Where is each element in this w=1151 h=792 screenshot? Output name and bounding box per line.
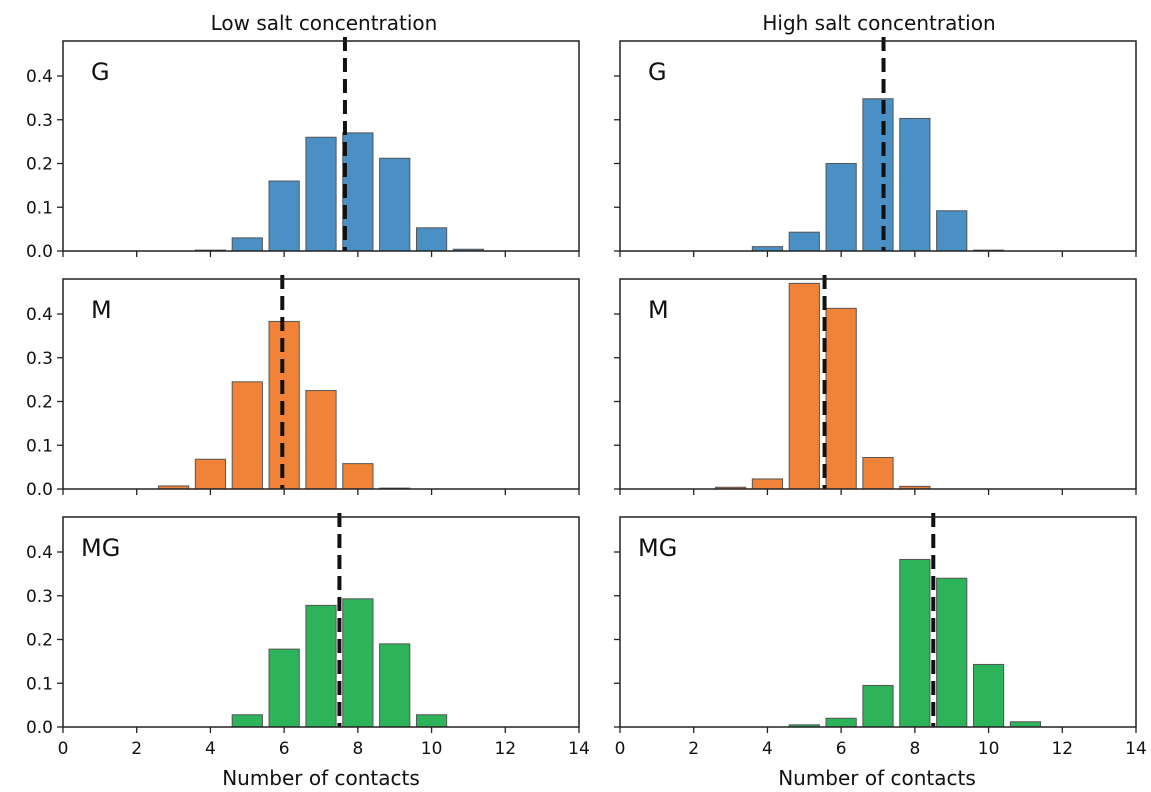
y-tick-label: 0.3: [26, 111, 53, 131]
panel-g-low: G 0.0 0.1 0.2 0.3 0.4: [26, 37, 580, 262]
panel-g-high: G: [614, 37, 1137, 257]
panel-m-low: M 0.0 0.1 0.2 0.3 0.4: [26, 275, 580, 500]
panel-mg-high: MG 0 2 4 6 8 10 12 14: [614, 513, 1147, 759]
bar-mg-low-x9: [379, 643, 411, 728]
panel-m-high: M: [614, 275, 1137, 495]
y-tick-label: 0.0: [26, 242, 53, 262]
axes-frame-m-high: [619, 278, 1137, 490]
axes-frame-g-low: [62, 40, 580, 252]
axes-frame-m-low: [62, 278, 580, 490]
y-tick-label: 0.3: [26, 349, 53, 369]
bar-g-low-x6: [268, 180, 300, 252]
panel-label-m-high: M: [648, 296, 669, 324]
x-tick-label: 14: [1125, 739, 1147, 759]
panel-label-m-low: M: [91, 296, 112, 324]
x-tick-label: 8: [352, 739, 363, 759]
column-title-high-salt: High salt concentration: [762, 11, 995, 35]
x-tick-label: 2: [688, 739, 699, 759]
y-tick-label: 0.1: [26, 436, 53, 456]
y-tick-label: 0.2: [26, 631, 53, 651]
bar-m-low-x7: [305, 390, 337, 490]
bar-m-high-x4: [751, 478, 784, 490]
panel-label-g-high: G: [648, 58, 667, 86]
x-tick-label: 14: [568, 739, 590, 759]
x-tick-label: 12: [494, 739, 516, 759]
bar-g-low-x10: [415, 227, 448, 252]
y-tick-label: 0.4: [26, 67, 53, 87]
panel-label-mg-high: MG: [638, 534, 677, 562]
y-tick-label: 0.0: [26, 480, 53, 500]
y-tick-label: 0.2: [26, 155, 53, 175]
bar-m-high-x6: [825, 307, 857, 490]
bar-m-low-x5: [231, 381, 263, 490]
bar-m-low-x4: [194, 458, 227, 490]
y-tick-label: 0.4: [26, 305, 53, 325]
panel-label-g-low: G: [91, 58, 110, 86]
axes-frame-mg-high: [619, 516, 1137, 728]
panel-label-mg-low: MG: [81, 534, 120, 562]
y-tick-label: 0.0: [26, 718, 53, 738]
bar-m-high-x7: [862, 457, 894, 490]
column-title-low-salt: Low salt concentration: [211, 11, 438, 35]
bar-g-low-x8: [342, 132, 374, 252]
bar-m-low-x8: [342, 463, 374, 490]
x-tick-label: 2: [131, 739, 142, 759]
bar-mg-high-x8: [899, 558, 931, 728]
x-axis-label-right: Number of contacts: [778, 766, 976, 790]
x-tick-label: 12: [1051, 739, 1073, 759]
bar-mg-low-x6: [268, 648, 300, 728]
bar-mg-high-x7: [862, 684, 894, 728]
bar-mg-low-x8: [342, 598, 374, 728]
x-tick-label: 10: [978, 739, 1000, 759]
bar-g-high-x6: [825, 163, 857, 252]
axes-frame-g-high: [619, 40, 1137, 252]
x-tick-label: 8: [909, 739, 920, 759]
bar-g-low-x9: [379, 157, 411, 252]
panels: G0.00.10.20.30.4 GM0.00.10.20.30.4 MMG0.00…: [26, 37, 1147, 759]
bar-g-high-x8: [899, 117, 931, 252]
y-tick-label: 0.3: [26, 587, 53, 607]
bar-mg-low-x5: [231, 714, 263, 728]
bar-m-high-x5: [788, 282, 820, 490]
x-tick-label: 4: [205, 739, 216, 759]
bar-mg-high-x10: [972, 663, 1005, 728]
x-tick-label: 4: [762, 739, 773, 759]
y-tick-label: 0.4: [26, 543, 53, 563]
x-tick-label: 6: [836, 739, 847, 759]
bar-g-low-x7: [305, 136, 337, 252]
bar-mg-high-x11: [1009, 721, 1042, 728]
bar-g-high-x7: [862, 98, 894, 252]
bar-mg-high-x6: [825, 717, 857, 728]
x-tick-label: 0: [615, 739, 626, 759]
bar-g-high-x5: [788, 231, 820, 252]
x-tick-label: 0: [58, 739, 69, 759]
bar-mg-low-x7: [305, 604, 337, 728]
y-tick-label: 0.1: [26, 674, 53, 694]
y-tick-label: 0.1: [26, 198, 53, 218]
axes-frame-mg-low: [62, 516, 580, 728]
bar-g-low-x5: [231, 237, 263, 252]
bar-mg-high-x9: [936, 577, 968, 728]
panel-mg-low: MG 0.0 0.1 0.2 0.3 0.4 0 2 4 6 8 10 12 14: [26, 513, 590, 759]
bar-g-high-x9: [936, 210, 968, 252]
x-tick-label: 10: [421, 739, 443, 759]
x-tick-label: 6: [279, 739, 290, 759]
bar-mg-low-x10: [415, 714, 448, 728]
y-tick-label: 0.2: [26, 393, 53, 413]
x-axis-label-left: Number of contacts: [222, 766, 420, 790]
